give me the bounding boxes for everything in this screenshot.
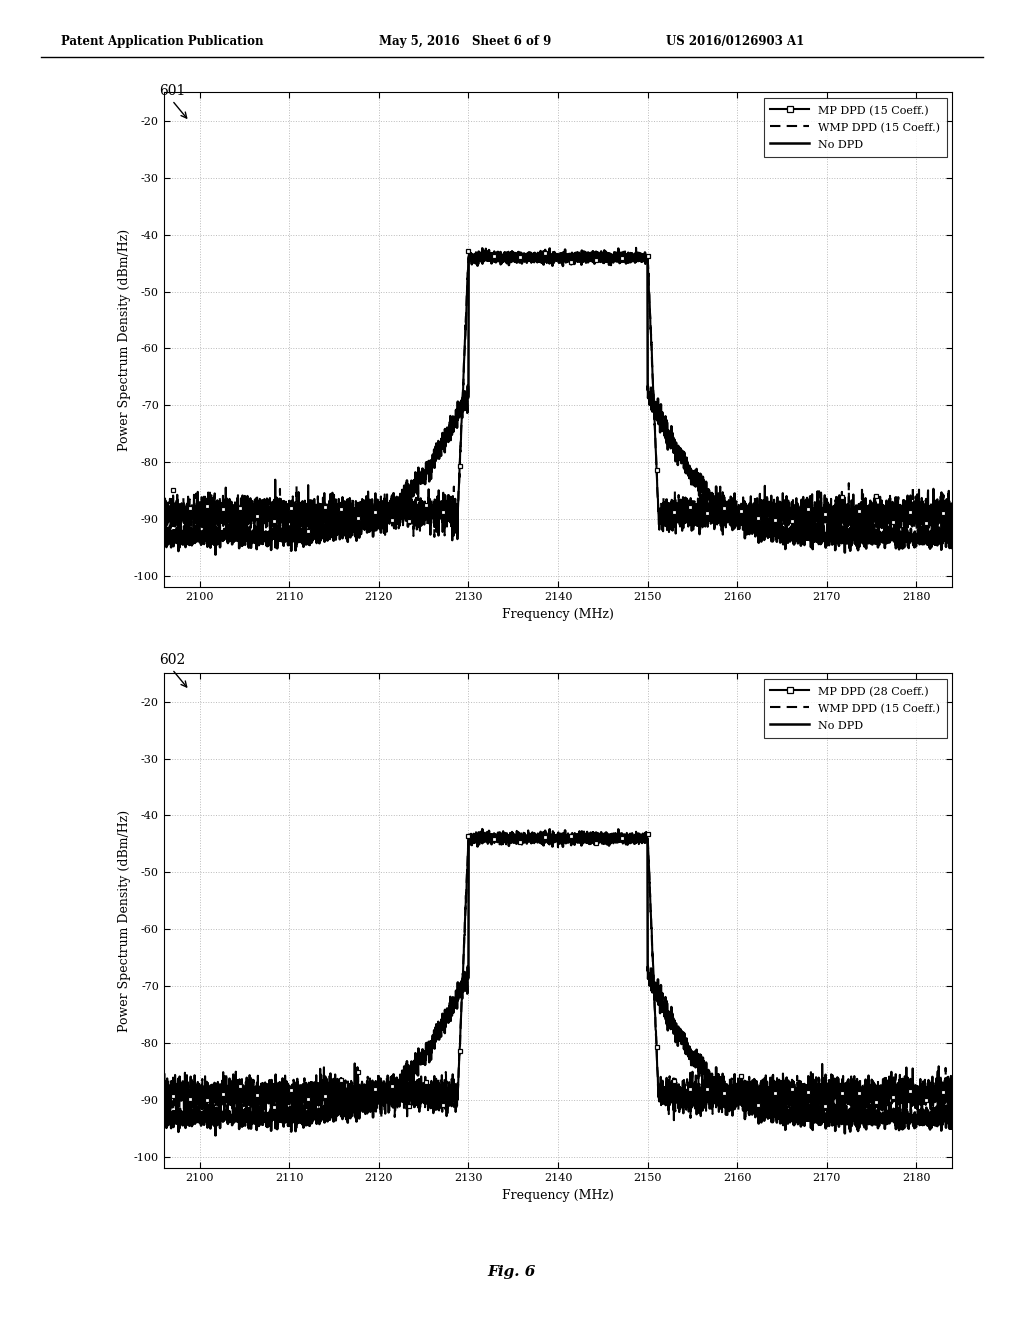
Text: May 5, 2016   Sheet 6 of 9: May 5, 2016 Sheet 6 of 9: [379, 34, 551, 48]
Text: Patent Application Publication: Patent Application Publication: [61, 34, 264, 48]
Legend: MP DPD (28 Coeff.), WMP DPD (15 Coeff.), No DPD: MP DPD (28 Coeff.), WMP DPD (15 Coeff.),…: [764, 678, 947, 738]
X-axis label: Frequency (MHz): Frequency (MHz): [502, 607, 614, 620]
X-axis label: Frequency (MHz): Frequency (MHz): [502, 1188, 614, 1201]
Y-axis label: Power Spectrum Density (dBm/Hz): Power Spectrum Density (dBm/Hz): [118, 809, 131, 1032]
Text: US 2016/0126903 A1: US 2016/0126903 A1: [666, 34, 804, 48]
Text: Fig. 6: Fig. 6: [487, 1266, 537, 1279]
Text: 601: 601: [159, 84, 185, 98]
Text: 602: 602: [159, 653, 185, 667]
Y-axis label: Power Spectrum Density (dBm/Hz): Power Spectrum Density (dBm/Hz): [118, 228, 131, 451]
Legend: MP DPD (15 Coeff.), WMP DPD (15 Coeff.), No DPD: MP DPD (15 Coeff.), WMP DPD (15 Coeff.),…: [764, 98, 947, 157]
